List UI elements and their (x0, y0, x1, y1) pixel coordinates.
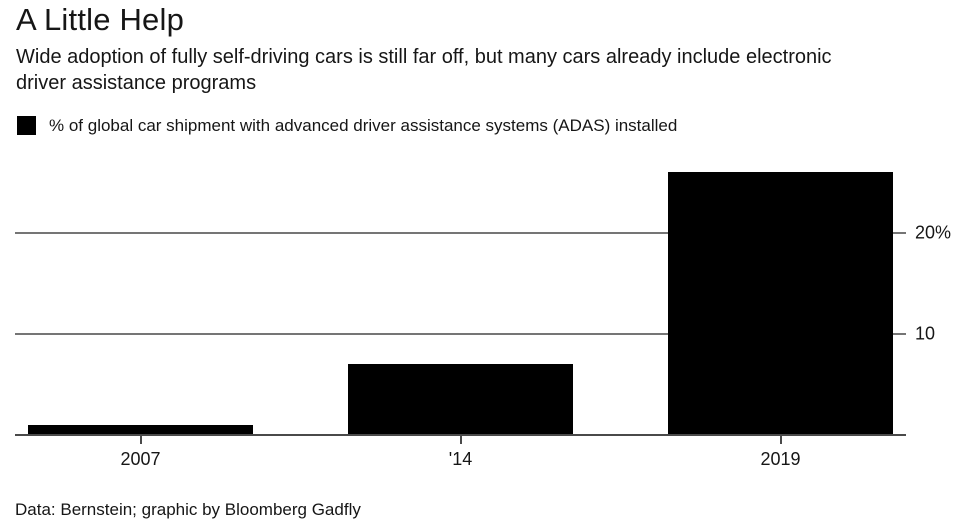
gridline (15, 232, 906, 234)
bar (668, 172, 893, 435)
x-tick-label: 2007 (120, 449, 161, 469)
gridline (15, 333, 906, 335)
legend-label: % of global car shipment with advanced d… (49, 116, 678, 135)
chart-subtitle: Wide adoption of fully self-driving cars… (16, 46, 832, 94)
bar (348, 364, 573, 435)
x-tick (139, 436, 142, 444)
legend-swatch-icon (17, 116, 36, 135)
source-note: Data: Bernstein; graphic by Bloomberg Ga… (15, 500, 361, 519)
x-tick (459, 436, 462, 444)
x-tick-label: 2019 (760, 449, 801, 469)
x-tick (779, 436, 782, 444)
y-tick-label: 10 (915, 323, 936, 344)
legend: % of global car shipment with advanced d… (17, 116, 677, 135)
bar (28, 424, 253, 435)
x-axis-line (15, 434, 906, 436)
x-tick-label: '14 (448, 449, 473, 469)
chart-title: A Little Help (16, 2, 185, 37)
y-tick-label: 20% (915, 222, 952, 243)
